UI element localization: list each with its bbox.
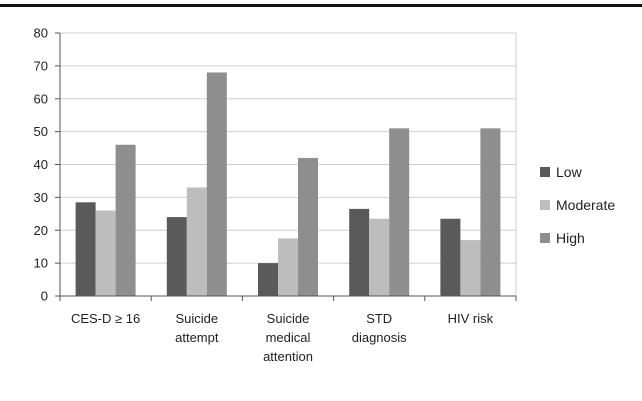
- bar-low-1: [166, 217, 187, 296]
- y-tick-label: 40: [34, 157, 48, 172]
- bar-low-3: [349, 208, 370, 296]
- x-category-label: HIV risk: [448, 311, 494, 326]
- x-category-label: attention: [263, 349, 313, 364]
- bar-high-2: [298, 157, 318, 296]
- bar-low-2: [258, 263, 278, 296]
- bar-moderate-1: [186, 187, 207, 296]
- x-category-label: medical: [266, 330, 311, 345]
- top-rule: [0, 4, 642, 7]
- bar-moderate-4: [460, 240, 481, 296]
- legend: Low Moderate High: [540, 164, 615, 246]
- y-tick-label: 60: [34, 91, 48, 106]
- x-category-label: diagnosis: [352, 330, 407, 345]
- x-category-label: STD: [366, 311, 392, 326]
- y-tick-label: 80: [34, 26, 48, 41]
- bar-low-4: [440, 218, 461, 296]
- y-tick-label: 70: [34, 58, 48, 73]
- y-tick-label: 0: [41, 289, 48, 304]
- x-category-label: CES-D ≥ 16: [71, 311, 140, 326]
- bar-high-4: [480, 128, 501, 296]
- x-category-label: attempt: [175, 330, 219, 345]
- bar-moderate-3: [369, 218, 390, 296]
- y-tick-label: 10: [34, 256, 48, 271]
- x-category-label: Suicide: [175, 311, 218, 326]
- bar-low-0: [75, 202, 96, 296]
- bar-moderate-0: [95, 210, 116, 296]
- bar-high-3: [389, 128, 410, 296]
- legend-label-moderate: Moderate: [556, 197, 615, 213]
- bar-moderate-2: [278, 238, 298, 296]
- legend-label-low: Low: [556, 164, 583, 180]
- y-tick-label: 50: [34, 124, 48, 139]
- bar-high-0: [115, 144, 136, 296]
- legend-swatch-low: [540, 167, 550, 177]
- x-axis: CES-D ≥ 16 Suicide attempt Suicide medical at…: [55, 295, 517, 364]
- legend-swatch-moderate: [540, 200, 550, 210]
- x-category-label: Suicide: [267, 311, 310, 326]
- y-axis: 0 10 20 30 40 50 60 70 80: [34, 26, 61, 304]
- bar-high-1: [206, 72, 227, 296]
- legend-swatch-high: [540, 233, 550, 243]
- y-tick-label: 30: [34, 190, 48, 205]
- y-tick-label: 20: [34, 223, 48, 238]
- grid-lines: [60, 32, 517, 296]
- bars: [75, 72, 501, 296]
- legend-label-high: High: [556, 230, 585, 246]
